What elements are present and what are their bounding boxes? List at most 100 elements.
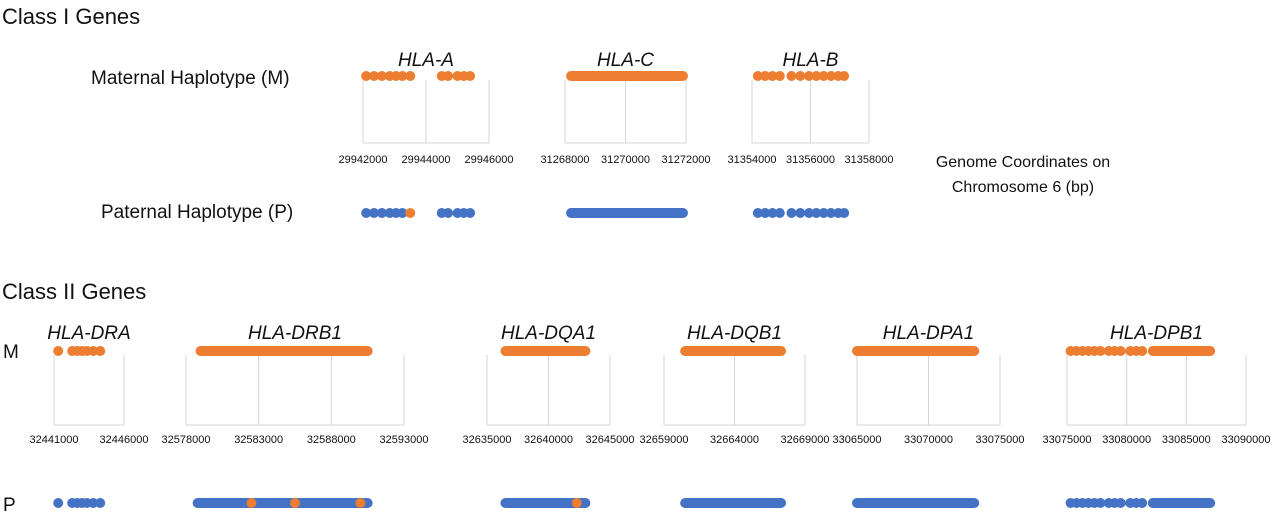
- hla-dpb1-tick-label: 33090000: [1222, 434, 1271, 446]
- hla-dpb1-maternal-point: [1137, 346, 1148, 356]
- hla-dpa1-tick-label: 33075000: [976, 434, 1025, 446]
- hla-b-gene-title: HLA-B: [783, 50, 839, 71]
- hla-dpb1-paternal-point: [1095, 498, 1106, 508]
- hla-dqb1-tick-label: 32664000: [710, 434, 759, 446]
- hla-b-paternal-point: [818, 208, 829, 218]
- hla-drb1-tick-label: 32578000: [162, 434, 211, 446]
- hla-b-paternal-point: [760, 208, 771, 218]
- hla-a-paternal-variant-point: [405, 208, 416, 218]
- hla-dpb1-maternal-point: [1115, 346, 1126, 356]
- hla-dqb1-tick-label: 32669000: [781, 434, 830, 446]
- hla-a-maternal-point: [465, 71, 476, 81]
- hla-a-maternal-point: [405, 71, 416, 81]
- hla-dra-gene-title: HLA-DRA: [47, 323, 130, 344]
- hla-b-maternal-point: [760, 71, 771, 81]
- hla-c-tick-label: 31270000: [601, 154, 650, 166]
- hla-a-paternal-point: [376, 208, 387, 218]
- hla-dqa1-tick-label: 32640000: [524, 434, 573, 446]
- hla-dqa1-paternal-variant-point: [571, 498, 582, 508]
- hla-dqa1-tick-label: 32635000: [463, 434, 512, 446]
- hla-a-paternal-point: [397, 208, 408, 218]
- hla-c-tick-label: 31268000: [541, 154, 590, 166]
- hla-drb1-tick-label: 32583000: [234, 434, 283, 446]
- class1-section-title: Class I Genes: [2, 4, 140, 29]
- hla-dra-paternal-point: [95, 498, 106, 508]
- hla-a-tick-label: 29944000: [402, 154, 451, 166]
- hla-b-paternal-point: [786, 208, 797, 218]
- hla-a-paternal-point: [443, 208, 454, 218]
- hla-dpb1-tick-label: 33075000: [1043, 434, 1092, 446]
- hla-dra-maternal-point: [88, 346, 99, 356]
- axis-title-line1: Genome Coordinates on: [936, 154, 1110, 171]
- hla-dpb1-maternal-point: [1095, 346, 1106, 356]
- gene-panels: 29942000 29944000 29946000 HLA-A 31268000 312…: [30, 50, 1271, 508]
- hla-drb1-gene-title: HLA-DRB1: [248, 323, 342, 344]
- hla-b-maternal-point: [795, 71, 806, 81]
- axis-title-line2: Chromosome 6 (bp): [952, 179, 1094, 196]
- hla-a-paternal-point: [361, 208, 372, 218]
- hla-dpb1-paternal-point: [1147, 498, 1158, 508]
- hla-b-maternal-point: [804, 71, 815, 81]
- hla-b-maternal-point: [786, 71, 797, 81]
- hla-b-maternal-point: [752, 71, 763, 81]
- hla-b-paternal-point: [804, 208, 815, 218]
- hla-drb1-maternal-point: [196, 346, 207, 356]
- hla-dra-tick-label: 32446000: [100, 434, 149, 446]
- hla-a-maternal-point: [361, 71, 372, 81]
- hla-b-paternal-point: [811, 208, 822, 218]
- class2-maternal-label: M: [3, 342, 19, 363]
- hla-drb1-paternal-variant-point: [246, 498, 257, 508]
- hla-c-tick-label: 31272000: [662, 154, 711, 166]
- hla-dpb1-gene-title: HLA-DPB1: [1110, 323, 1203, 344]
- hla-drb1-paternal-variant-point: [290, 498, 300, 508]
- hla-dqb1-tick-label: 32659000: [640, 434, 689, 446]
- hla-dpb1-maternal-point: [1147, 346, 1158, 356]
- hla-a-paternal-point: [465, 208, 476, 218]
- hla-b-paternal-point: [795, 208, 806, 218]
- hla-dra-maternal-point: [53, 346, 64, 356]
- hla-drb1-paternal-variant-point: [355, 498, 366, 508]
- hla-b-maternal-point: [839, 71, 850, 81]
- hla-dpb1-paternal-point: [1137, 498, 1148, 508]
- hla-b-tick-label: 31354000: [728, 154, 777, 166]
- hla-c-gene-title: HLA-C: [597, 50, 654, 71]
- class2-section-title: Class II Genes: [2, 279, 146, 304]
- hla-dra-tick-label: 32441000: [30, 434, 79, 446]
- hla-b-tick-label: 31356000: [786, 154, 835, 166]
- hla-b-maternal-point: [774, 71, 785, 81]
- hla-drb1-tick-label: 32593000: [380, 434, 429, 446]
- hla-b-paternal-point: [752, 208, 763, 218]
- hla-a-maternal-point: [376, 71, 387, 81]
- hla-dpa1-tick-label: 33070000: [904, 434, 953, 446]
- hla-dqa1-tick-label: 32645000: [586, 434, 635, 446]
- hla-b-paternal-point: [767, 208, 778, 218]
- hla-b-maternal-point: [767, 71, 778, 81]
- hla-b-paternal-point: [839, 208, 850, 218]
- hla-dpa1-gene-title: HLA-DPA1: [883, 323, 975, 344]
- hla-dqa1-gene-title: HLA-DQA1: [501, 323, 596, 344]
- hla-dpb1-tick-label: 33085000: [1162, 434, 1211, 446]
- class1-maternal-label: Maternal Haplotype (M): [91, 68, 290, 89]
- hla-drb1-tick-label: 32588000: [307, 434, 356, 446]
- hla-b-maternal-point: [818, 71, 829, 81]
- hla-b-maternal-point: [811, 71, 822, 81]
- hla-a-tick-label: 29946000: [465, 154, 514, 166]
- hla-b-tick-label: 31358000: [845, 154, 894, 166]
- hla-dpb1-tick-label: 33080000: [1102, 434, 1151, 446]
- hla-b-paternal-point: [825, 208, 836, 218]
- class2-paternal-label: P: [3, 495, 16, 515]
- hla-a-tick-label: 29942000: [339, 154, 388, 166]
- hla-dra-paternal-point: [88, 498, 99, 508]
- hla-b-paternal-point: [774, 208, 785, 218]
- hla-a-maternal-point: [443, 71, 454, 81]
- hla-a-paternal-point: [369, 208, 380, 218]
- hla-a-maternal-point: [369, 71, 380, 81]
- hla-dpb1-paternal-point: [1115, 498, 1126, 508]
- hla-dqb1-gene-title: HLA-DQB1: [687, 323, 782, 344]
- class1-paternal-label: Paternal Haplotype (P): [101, 202, 293, 223]
- hla-a-gene-title: HLA-A: [398, 50, 454, 71]
- hla-a-maternal-point: [397, 71, 408, 81]
- hla-b-maternal-point: [825, 71, 836, 81]
- hla-dra-paternal-point: [53, 498, 64, 508]
